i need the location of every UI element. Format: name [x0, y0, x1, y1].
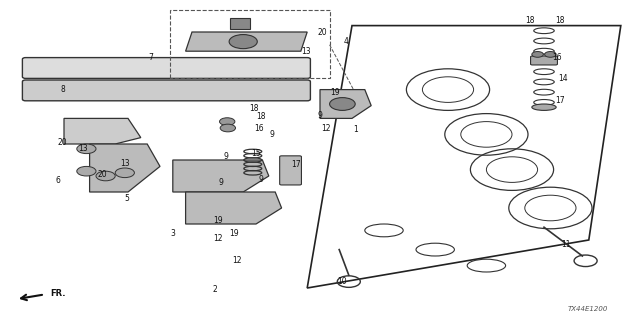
Polygon shape	[64, 118, 141, 144]
Text: 13: 13	[301, 47, 311, 56]
Text: 4: 4	[343, 37, 348, 46]
Polygon shape	[186, 32, 307, 51]
Polygon shape	[320, 90, 371, 118]
Text: 5: 5	[124, 194, 129, 203]
Circle shape	[545, 52, 556, 57]
Circle shape	[96, 171, 115, 181]
FancyBboxPatch shape	[531, 56, 557, 65]
Text: 10: 10	[337, 277, 348, 286]
Ellipse shape	[532, 104, 556, 110]
Text: 9: 9	[223, 152, 228, 161]
Text: 9: 9	[218, 178, 223, 187]
Text: 13: 13	[78, 144, 88, 153]
Text: 6: 6	[55, 176, 60, 185]
Text: 18: 18	[257, 112, 266, 121]
Text: 2: 2	[212, 285, 217, 294]
Text: 14: 14	[558, 74, 568, 83]
Text: 8: 8	[60, 85, 65, 94]
Circle shape	[220, 118, 235, 125]
Text: FR.: FR.	[50, 289, 65, 298]
Text: 17: 17	[291, 160, 301, 169]
FancyBboxPatch shape	[22, 80, 310, 101]
Circle shape	[532, 52, 543, 57]
Text: 19: 19	[228, 229, 239, 238]
Text: 20: 20	[317, 28, 327, 37]
Text: 9: 9	[259, 175, 264, 184]
Text: 20: 20	[97, 170, 108, 179]
Text: TX44E1200: TX44E1200	[568, 306, 608, 312]
Text: 9: 9	[269, 130, 275, 139]
Text: 12: 12	[213, 234, 222, 243]
Text: 9: 9	[317, 111, 323, 120]
Text: 17: 17	[555, 96, 565, 105]
Polygon shape	[173, 160, 269, 192]
Circle shape	[115, 168, 134, 178]
Text: 7: 7	[148, 53, 153, 62]
Text: 16: 16	[552, 53, 562, 62]
Text: 13: 13	[120, 159, 130, 168]
Polygon shape	[186, 192, 282, 224]
FancyBboxPatch shape	[280, 156, 301, 185]
Polygon shape	[230, 18, 250, 29]
Text: 12: 12	[232, 256, 241, 265]
Text: 18: 18	[250, 104, 259, 113]
Text: 16: 16	[254, 124, 264, 132]
Circle shape	[220, 124, 236, 132]
Circle shape	[330, 98, 355, 110]
Text: 19: 19	[330, 88, 340, 97]
Circle shape	[77, 166, 96, 176]
Text: 19: 19	[212, 216, 223, 225]
Text: 18: 18	[525, 16, 534, 25]
Circle shape	[77, 144, 96, 154]
Text: 11: 11	[562, 240, 571, 249]
Circle shape	[229, 35, 257, 49]
Text: 18: 18	[556, 16, 564, 25]
Text: 20: 20	[58, 138, 68, 147]
Text: 3: 3	[170, 229, 175, 238]
Text: 15: 15	[251, 149, 261, 158]
Polygon shape	[90, 144, 160, 192]
Text: 12: 12	[322, 124, 331, 132]
FancyBboxPatch shape	[22, 58, 310, 78]
Text: 1: 1	[353, 125, 358, 134]
